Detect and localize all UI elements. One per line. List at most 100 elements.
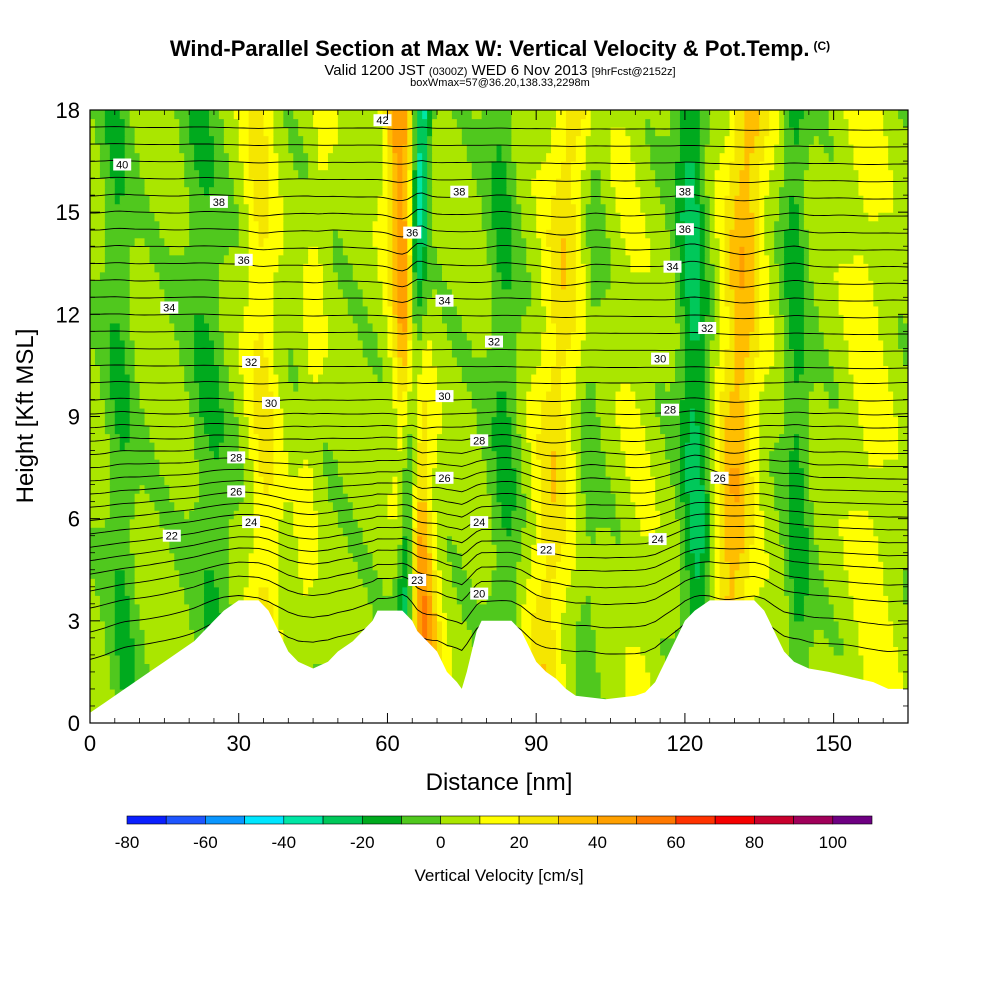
velocity-cell (764, 544, 785, 554)
velocity-cell (580, 220, 587, 230)
velocity-cell (521, 629, 532, 639)
velocity-cell (575, 671, 602, 682)
velocity-cell (759, 331, 775, 341)
velocity-cell (709, 569, 716, 579)
velocity-cell (734, 203, 750, 213)
velocity-cell (719, 314, 731, 324)
velocity-cell (551, 305, 577, 315)
velocity-cell (397, 552, 403, 562)
velocity-cell (580, 450, 607, 460)
velocity-cell (129, 254, 151, 264)
velocity-cell (640, 186, 661, 196)
velocity-cell (536, 212, 552, 222)
velocity-cell (238, 442, 250, 452)
theta-contour (90, 126, 908, 131)
velocity-cell (402, 144, 408, 154)
velocity-cell (575, 373, 676, 384)
velocity-cell (323, 459, 339, 469)
velocity-cell (868, 450, 899, 460)
velocity-cell (174, 322, 195, 332)
velocity-cell (407, 186, 413, 196)
velocity-cell (679, 271, 686, 281)
velocity-cell (491, 161, 508, 171)
velocity-cell (412, 459, 418, 469)
velocity-cell (437, 433, 483, 443)
velocity-cell (109, 152, 126, 162)
velocity-cell (139, 620, 190, 630)
velocity-cell (749, 390, 760, 401)
velocity-cell (511, 135, 552, 145)
velocity-cell (714, 280, 721, 290)
velocity-cell (575, 212, 582, 222)
contour-label: 28 (227, 451, 246, 464)
velocity-cell (149, 433, 195, 443)
velocity-cell (779, 510, 790, 520)
velocity-cell (506, 390, 517, 401)
velocity-cell (357, 569, 379, 579)
velocity-cell (714, 416, 721, 426)
velocity-cell (308, 246, 319, 256)
velocity-cell (248, 118, 265, 128)
velocity-cell (109, 144, 126, 154)
velocity-cell (491, 510, 503, 520)
velocity-cell (560, 271, 567, 281)
velocity-cell (114, 178, 126, 188)
velocity-cell (699, 229, 706, 239)
velocity-cell (789, 467, 805, 477)
velocity-cell (590, 178, 602, 188)
velocity-cell (109, 169, 126, 179)
velocity-cell (729, 407, 745, 418)
velocity-cell (665, 212, 676, 222)
velocity-cell (278, 518, 294, 528)
velocity-cell (808, 450, 869, 460)
velocity-cell (461, 603, 517, 613)
velocity-cell (585, 288, 592, 298)
velocity-cell (704, 501, 711, 511)
velocity-cell (803, 314, 820, 324)
velocity-cell (893, 390, 908, 401)
velocity-cell (516, 501, 527, 511)
velocity-cell (223, 433, 240, 443)
velocity-cell (90, 654, 111, 664)
velocity-cell (278, 373, 289, 384)
velocity-cell (248, 561, 279, 571)
velocity-cell (402, 586, 408, 596)
theta-contour (90, 489, 908, 508)
velocity-cell (283, 237, 334, 247)
velocity-cell (868, 263, 908, 273)
velocity-cell (516, 484, 522, 494)
velocity-cell (422, 186, 428, 196)
velocity-cell (724, 493, 736, 503)
velocity-cell (575, 518, 587, 528)
velocity-cell (556, 569, 572, 579)
velocity-cell (699, 195, 711, 205)
velocity-cell (313, 501, 334, 511)
velocity-cell (709, 407, 716, 418)
velocity-cell (253, 510, 284, 520)
velocity-cell (679, 254, 686, 264)
velocity-cell (714, 178, 731, 188)
velocity-cell (432, 586, 438, 596)
x-tick-label: 60 (375, 731, 399, 756)
velocity-cell (610, 178, 636, 188)
velocity-cell (327, 161, 384, 171)
velocity-cell (565, 110, 587, 120)
velocity-cell (204, 595, 220, 605)
velocity-cell (556, 322, 577, 332)
velocity-cell (298, 118, 314, 128)
velocity-cell (362, 348, 379, 358)
velocity-cell (888, 603, 908, 613)
velocity-cell (129, 416, 146, 426)
velocity-cell (590, 246, 612, 256)
velocity-cell (169, 484, 200, 494)
velocity-cell (798, 118, 830, 128)
velocity-cell (714, 373, 726, 384)
velocity-cell (580, 459, 607, 469)
velocity-cell (337, 229, 374, 239)
velocity-cell (402, 433, 408, 443)
velocity-cell (511, 152, 547, 162)
velocity-cell (749, 407, 760, 418)
velocity-cell (719, 527, 726, 537)
velocity-cell (585, 305, 676, 315)
velocity-cell (803, 169, 860, 179)
